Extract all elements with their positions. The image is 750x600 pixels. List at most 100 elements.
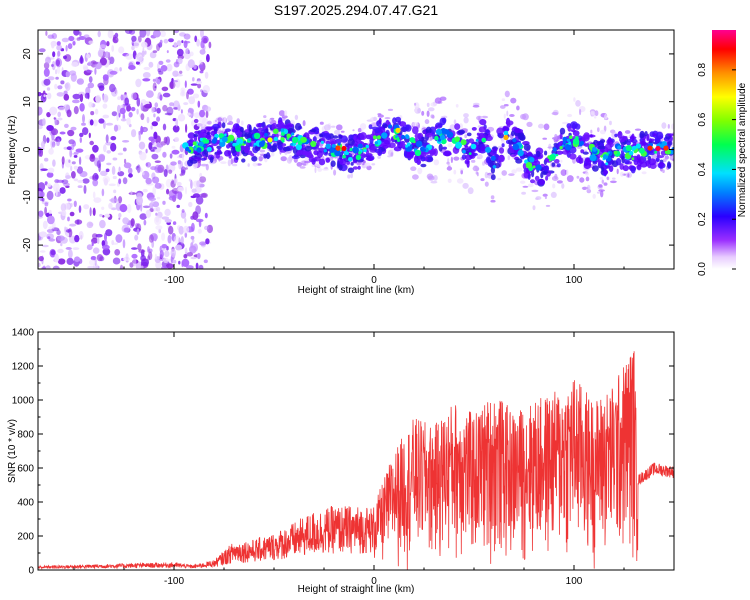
noise-blob xyxy=(155,225,163,230)
noise-blob xyxy=(188,201,193,208)
spread-blob xyxy=(587,184,591,191)
noise-blob xyxy=(57,85,63,90)
core-blob xyxy=(406,142,411,147)
core-blob xyxy=(352,146,359,154)
core-blob xyxy=(342,154,346,159)
band-blob xyxy=(583,161,591,170)
noise-blob xyxy=(79,137,83,143)
noise-blob xyxy=(61,156,65,165)
spread-blob xyxy=(311,164,315,167)
noise-blob xyxy=(118,178,122,185)
noise-blob xyxy=(200,30,204,38)
band-blob xyxy=(282,146,291,152)
noise-blob xyxy=(38,146,42,155)
noise-blob xyxy=(161,232,166,241)
noise-blob xyxy=(59,131,66,135)
band-blob xyxy=(420,156,426,162)
noise-blob xyxy=(91,241,94,247)
noise-blob xyxy=(111,165,116,175)
noise-blob xyxy=(188,96,196,105)
noise-blob xyxy=(118,217,121,220)
noise-blob xyxy=(122,147,127,152)
noise-blob xyxy=(73,178,79,182)
noise-blob xyxy=(64,226,67,232)
core-blob xyxy=(661,141,668,147)
band-blob xyxy=(518,134,526,141)
noise-blob xyxy=(43,94,46,98)
spread-blob xyxy=(296,162,303,167)
noise-blob xyxy=(123,162,132,169)
noise-blob xyxy=(161,244,168,249)
noise-blob xyxy=(168,225,174,235)
band-blob xyxy=(193,133,199,137)
noise-blob xyxy=(175,73,183,77)
spread-blob xyxy=(599,129,606,135)
noise-blob xyxy=(183,33,191,40)
y-tick-label: 200 xyxy=(17,532,34,543)
noise-blob xyxy=(60,80,65,85)
spread-blob xyxy=(347,174,351,179)
band-blob xyxy=(485,129,490,134)
band-blob xyxy=(281,143,287,147)
noise-blob xyxy=(102,244,110,250)
band-blob xyxy=(477,138,483,142)
noise-blob xyxy=(45,56,51,64)
noise-blob xyxy=(119,107,126,115)
noise-blob xyxy=(72,40,76,46)
spread-blob xyxy=(598,184,603,188)
noise-blob xyxy=(174,137,180,142)
noise-blob xyxy=(65,229,72,233)
noise-blob xyxy=(195,196,204,205)
band-blob xyxy=(212,123,221,129)
spread-blob xyxy=(591,112,595,115)
noise-blob xyxy=(160,65,168,72)
noise-blob xyxy=(158,228,161,234)
band-blob xyxy=(403,149,408,157)
band-blob xyxy=(534,175,540,181)
spread-blob xyxy=(526,121,533,127)
noise-blob xyxy=(57,50,61,57)
noise-blob xyxy=(57,117,63,121)
noise-blob xyxy=(122,239,126,249)
noise-blob xyxy=(185,123,188,133)
noise-blob xyxy=(177,113,186,122)
spread-blob xyxy=(508,173,515,177)
band-blob xyxy=(378,117,382,125)
band-blob xyxy=(639,140,647,147)
noise-blob xyxy=(178,260,181,265)
noise-blob xyxy=(173,178,177,185)
noise-blob xyxy=(87,62,92,66)
core-blob xyxy=(376,135,381,140)
core-blob xyxy=(261,140,266,145)
noise-blob xyxy=(77,179,84,183)
noise-blob xyxy=(87,82,95,89)
band-blob xyxy=(295,122,302,131)
noise-blob xyxy=(102,175,111,183)
noise-blob xyxy=(156,78,161,85)
core-blob xyxy=(323,149,327,153)
spread-blob xyxy=(545,204,551,207)
band-blob xyxy=(244,134,251,137)
noise-blob xyxy=(106,41,110,47)
colorbar-tick-label: 0.8 xyxy=(697,62,708,76)
spread-blob xyxy=(661,122,667,129)
noise-blob xyxy=(168,38,174,43)
noise-blob xyxy=(186,252,193,257)
hot-spot xyxy=(395,127,401,133)
band-blob xyxy=(639,130,645,139)
spread-blob xyxy=(667,124,670,129)
noise-blob xyxy=(68,35,75,42)
spread-blob xyxy=(278,132,282,135)
noise-blob xyxy=(71,161,76,165)
spread-blob xyxy=(227,159,232,167)
noise-blob xyxy=(195,262,199,269)
noise-blob xyxy=(154,160,161,163)
noise-blob xyxy=(114,249,121,256)
noise-blob xyxy=(57,65,61,74)
noise-blob xyxy=(131,35,137,42)
noise-blob xyxy=(135,53,143,62)
band-blob xyxy=(543,165,550,172)
band-blob xyxy=(501,143,505,148)
band-blob xyxy=(382,145,389,149)
